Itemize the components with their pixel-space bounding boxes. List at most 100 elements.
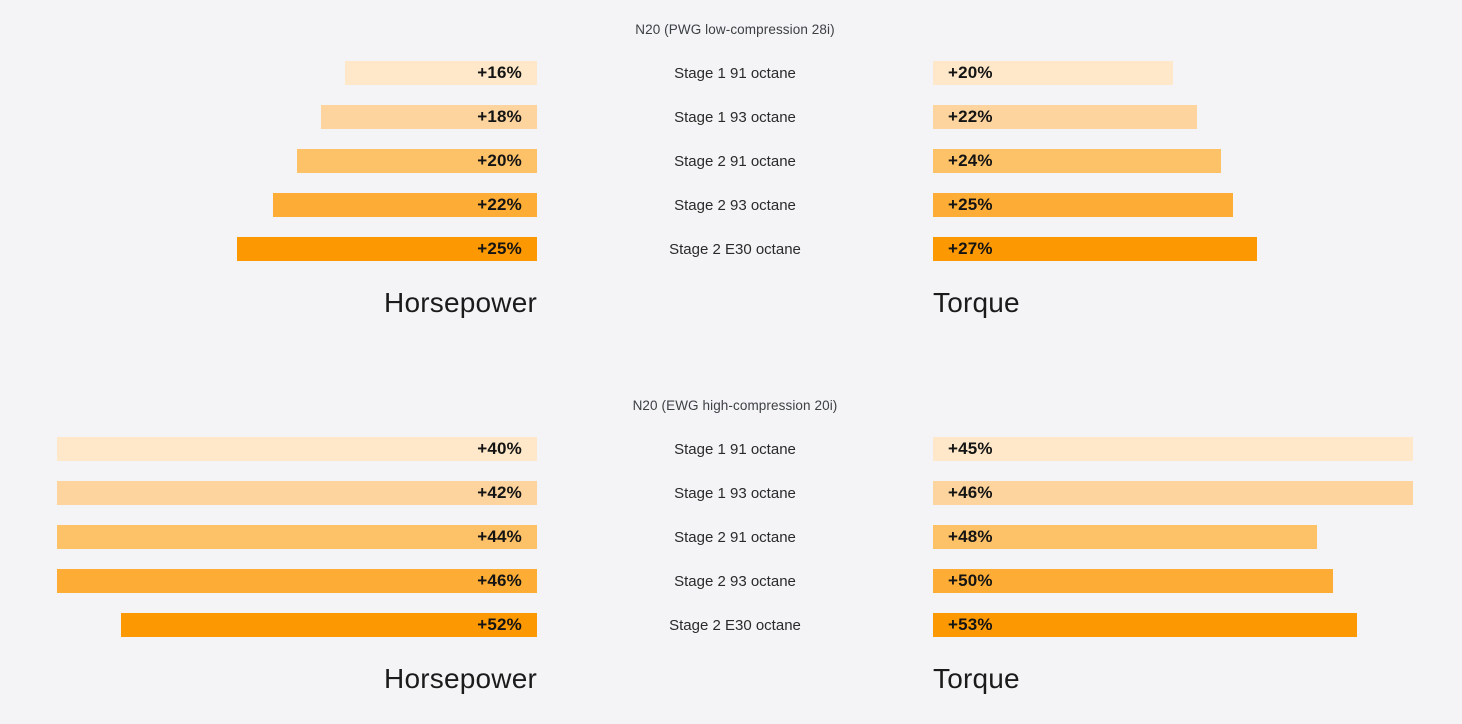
torque-value: +48% xyxy=(948,527,993,546)
category-label-cell: Stage 1 91 octane xyxy=(537,61,933,85)
torque-value: +27% xyxy=(948,239,993,258)
horsepower-value: +46% xyxy=(477,571,522,590)
torque-axis-label: Torque xyxy=(933,663,1020,694)
chart-row: +44% Stage 2 91 octane +48% xyxy=(0,525,1462,549)
chart-row: +25% Stage 2 E30 octane +27% xyxy=(0,237,1462,261)
horsepower-value: +40% xyxy=(477,439,522,458)
category-label: Stage 2 91 octane xyxy=(674,152,796,170)
horsepower-bar: +22% xyxy=(273,193,537,217)
torque-bar: +24% xyxy=(933,149,1221,173)
chart-row: +18% Stage 1 93 octane +22% xyxy=(0,105,1462,129)
torque-bar-cell: +27% xyxy=(933,237,1462,261)
torque-bar-cell: +53% xyxy=(933,613,1462,637)
horsepower-value: +22% xyxy=(477,195,522,214)
horsepower-bar: +44% xyxy=(57,525,537,549)
category-label: Stage 2 93 octane xyxy=(674,196,796,214)
category-label: Stage 1 91 octane xyxy=(674,440,796,458)
chart-rows: +40% Stage 1 91 octane +45% +42% Stage 1… xyxy=(0,437,1462,637)
category-label: Stage 1 93 octane xyxy=(674,108,796,126)
chart-title: N20 (PWG low-compression 28i) xyxy=(635,22,835,37)
horsepower-bar: +25% xyxy=(237,237,537,261)
torque-bar-cell: +48% xyxy=(933,525,1462,549)
horsepower-bar: +16% xyxy=(345,61,537,85)
horsepower-bar-cell: +46% xyxy=(0,569,537,593)
category-label-cell: Stage 2 93 octane xyxy=(537,193,933,217)
chart-title-row: N20 (EWG high-compression 20i) xyxy=(0,398,1462,414)
torque-bar: +22% xyxy=(933,105,1197,129)
horsepower-bar-cell: +40% xyxy=(0,437,537,461)
torque-bar-cell: +22% xyxy=(933,105,1462,129)
horsepower-bar: +18% xyxy=(321,105,537,129)
torque-bar-cell: +25% xyxy=(933,193,1462,217)
chart-row: +22% Stage 2 93 octane +25% xyxy=(0,193,1462,217)
chart-row: +16% Stage 1 91 octane +20% xyxy=(0,61,1462,85)
torque-value: +25% xyxy=(948,195,993,214)
torque-bar: +50% xyxy=(933,569,1333,593)
horsepower-bar: +46% xyxy=(57,569,537,593)
category-label-cell: Stage 2 E30 octane xyxy=(537,613,933,637)
horsepower-value: +18% xyxy=(477,107,522,126)
horsepower-bar-cell: +25% xyxy=(0,237,537,261)
chart-title: N20 (EWG high-compression 20i) xyxy=(632,398,838,413)
horsepower-bar-cell: +20% xyxy=(0,149,537,173)
torque-value: +53% xyxy=(948,615,993,634)
horsepower-bar-cell: +52% xyxy=(0,613,537,637)
category-label: Stage 2 93 octane xyxy=(674,572,796,590)
category-label-cell: Stage 1 93 octane xyxy=(537,481,933,505)
horsepower-value: +52% xyxy=(477,615,522,634)
horsepower-bar-cell: +44% xyxy=(0,525,537,549)
torque-bar: +20% xyxy=(933,61,1173,85)
torque-bar: +46% xyxy=(933,481,1413,505)
chart-rows: +16% Stage 1 91 octane +20% +18% Stage 1… xyxy=(0,61,1462,261)
axis-label-row: Horsepower Torque xyxy=(0,286,1462,319)
torque-bar-cell: +24% xyxy=(933,149,1462,173)
category-label: Stage 2 E30 octane xyxy=(669,240,801,258)
torque-bar-cell: +46% xyxy=(933,481,1462,505)
horsepower-value: +16% xyxy=(477,63,522,82)
category-label: Stage 1 93 octane xyxy=(674,484,796,502)
torque-bar-cell: +20% xyxy=(933,61,1462,85)
horsepower-bar: +40% xyxy=(57,437,537,461)
torque-axis-label: Torque xyxy=(933,287,1020,318)
chart-row: +42% Stage 1 93 octane +46% xyxy=(0,481,1462,505)
horsepower-value: +20% xyxy=(477,151,522,170)
category-label-cell: Stage 2 E30 octane xyxy=(537,237,933,261)
horsepower-axis-label: Horsepower xyxy=(384,663,537,694)
torque-bar: +25% xyxy=(933,193,1233,217)
torque-bar: +48% xyxy=(933,525,1317,549)
horsepower-bar: +42% xyxy=(57,481,537,505)
chart-row: +52% Stage 2 E30 octane +53% xyxy=(0,613,1462,637)
horsepower-bar-cell: +18% xyxy=(0,105,537,129)
chart-row: +40% Stage 1 91 octane +45% xyxy=(0,437,1462,461)
butterfly-chart: N20 (PWG low-compression 28i) +16% Stage… xyxy=(0,22,1462,319)
horsepower-bar: +52% xyxy=(121,613,537,637)
chart-row: +46% Stage 2 93 octane +50% xyxy=(0,569,1462,593)
horsepower-value: +25% xyxy=(477,239,522,258)
category-label-cell: Stage 2 91 octane xyxy=(537,149,933,173)
torque-value: +46% xyxy=(948,483,993,502)
category-label: Stage 1 91 octane xyxy=(674,64,796,82)
torque-value: +22% xyxy=(948,107,993,126)
category-label-cell: Stage 2 91 octane xyxy=(537,525,933,549)
horsepower-bar-cell: +16% xyxy=(0,61,537,85)
horsepower-axis-label: Horsepower xyxy=(384,287,537,318)
category-label: Stage 2 91 octane xyxy=(674,528,796,546)
butterfly-chart: N20 (EWG high-compression 20i) +40% Stag… xyxy=(0,398,1462,695)
torque-value: +24% xyxy=(948,151,993,170)
category-label: Stage 2 E30 octane xyxy=(669,616,801,634)
horsepower-bar-cell: +22% xyxy=(0,193,537,217)
horsepower-bar: +20% xyxy=(297,149,537,173)
category-label-cell: Stage 1 93 octane xyxy=(537,105,933,129)
horsepower-value: +42% xyxy=(477,483,522,502)
torque-bar: +45% xyxy=(933,437,1413,461)
horsepower-bar-cell: +42% xyxy=(0,481,537,505)
torque-bar-cell: +45% xyxy=(933,437,1462,461)
torque-bar-cell: +50% xyxy=(933,569,1462,593)
torque-bar: +53% xyxy=(933,613,1357,637)
axis-label-row: Horsepower Torque xyxy=(0,662,1462,695)
chart-title-row: N20 (PWG low-compression 28i) xyxy=(0,22,1462,38)
torque-value: +20% xyxy=(948,63,993,82)
horsepower-value: +44% xyxy=(477,527,522,546)
chart-row: +20% Stage 2 91 octane +24% xyxy=(0,149,1462,173)
